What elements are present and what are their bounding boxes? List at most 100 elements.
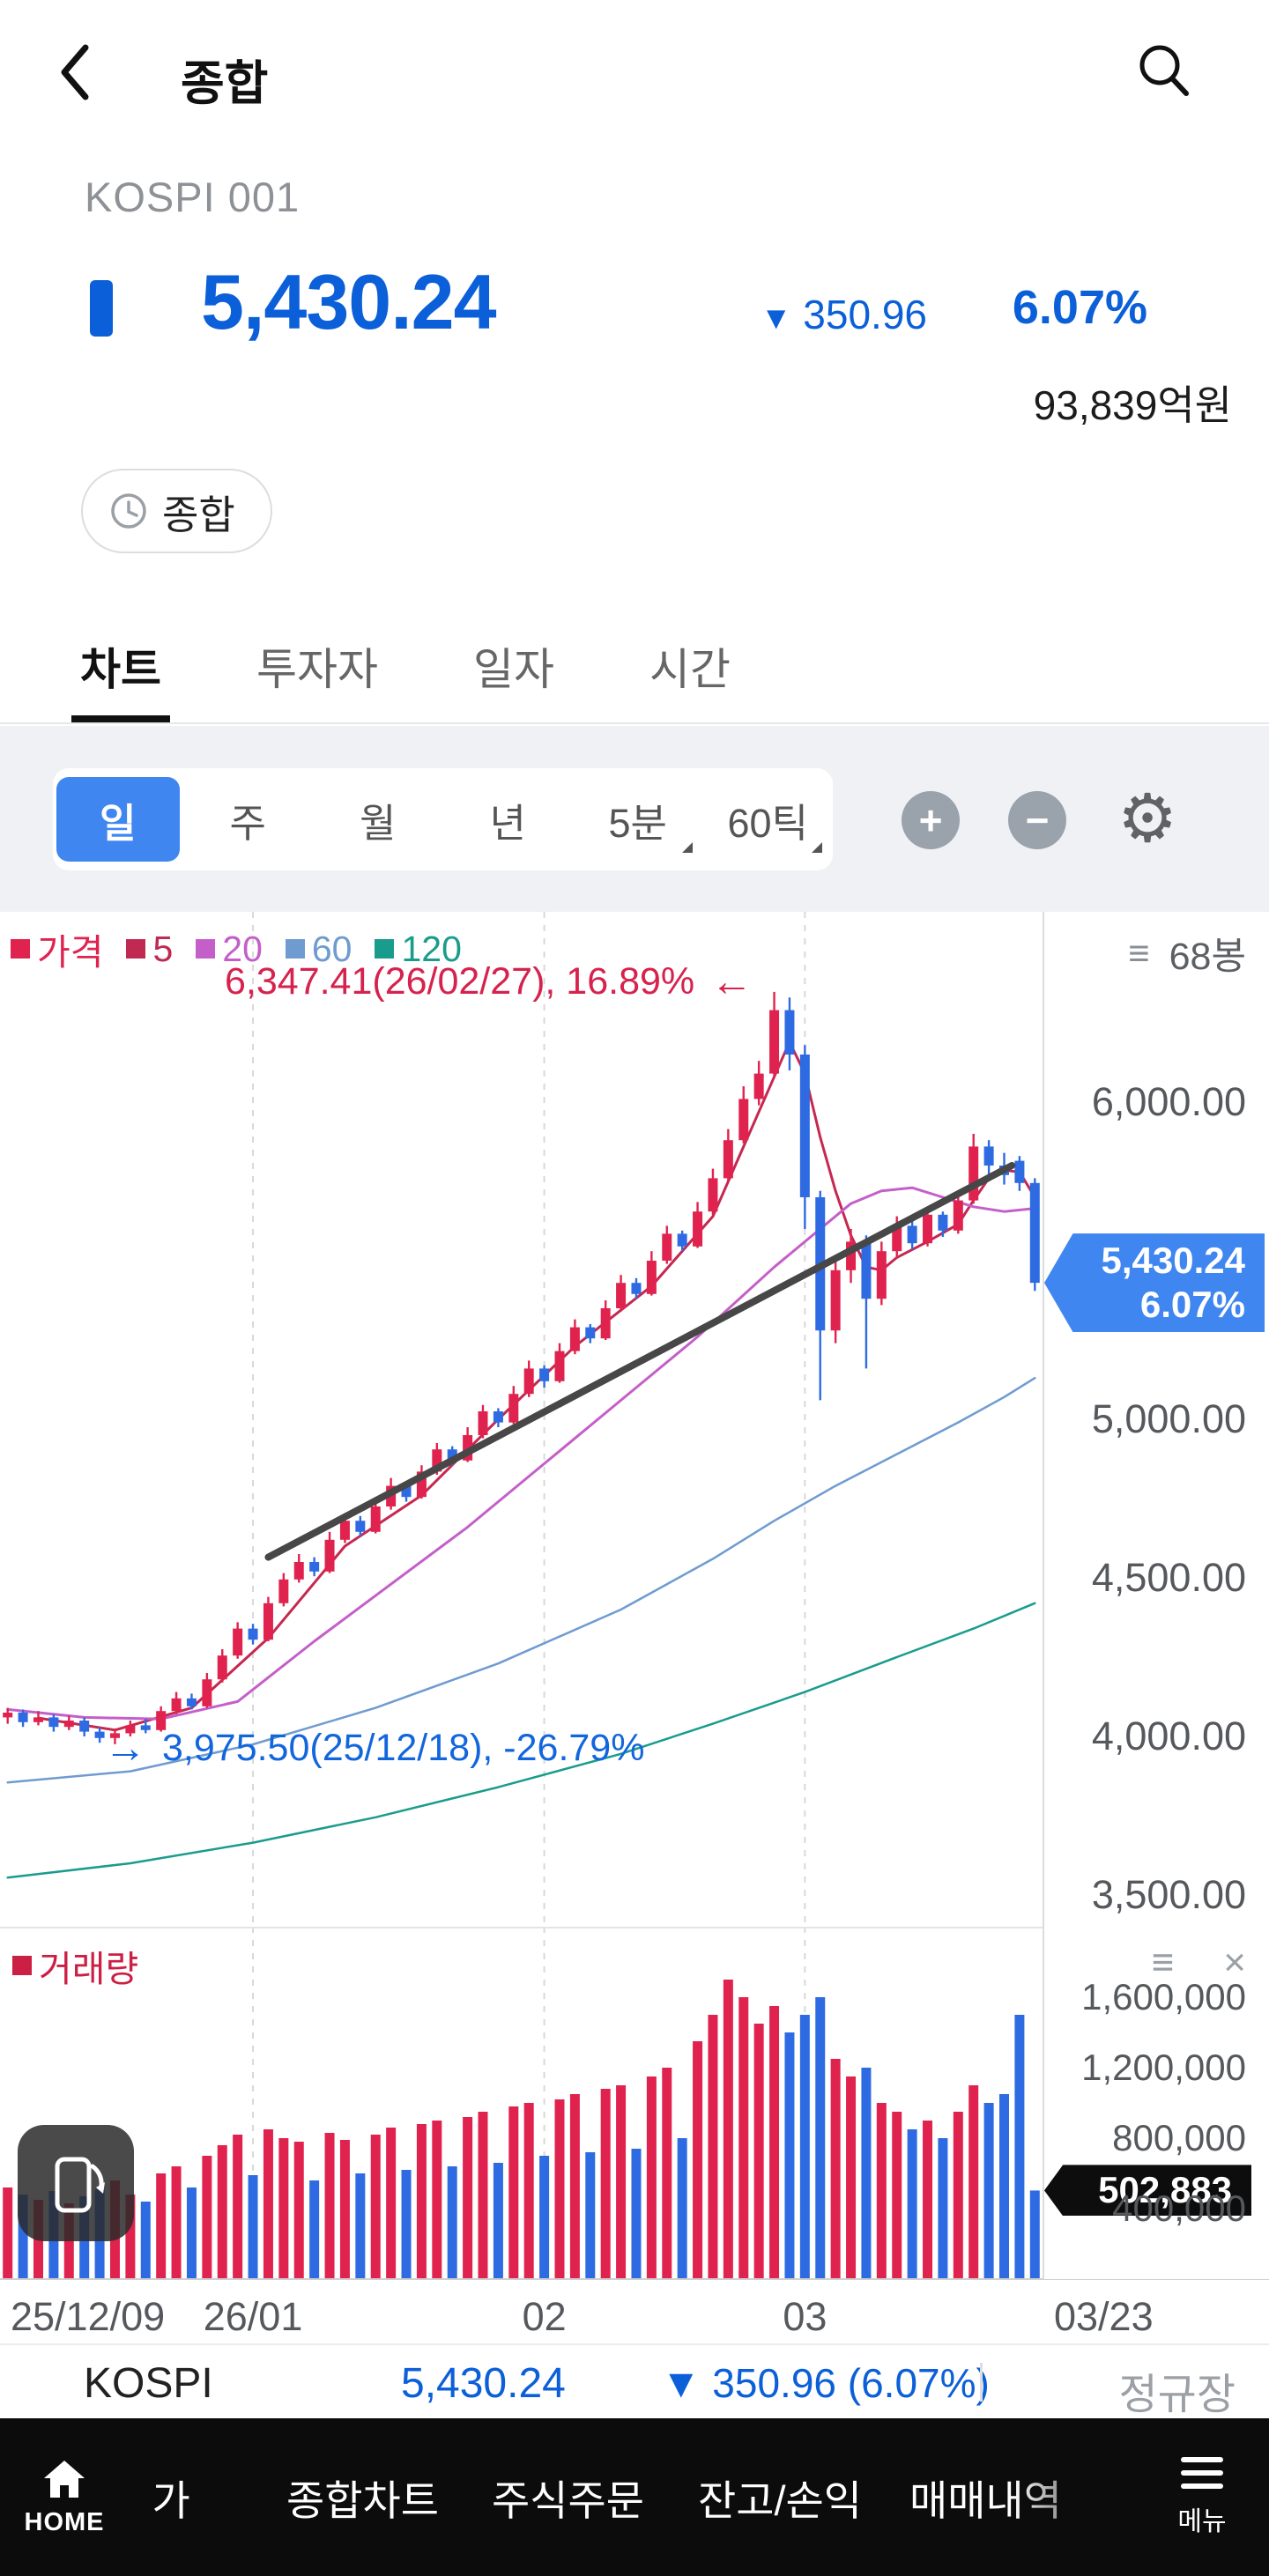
volume-legend-swatch	[12, 1956, 32, 1975]
y-axis-label: 6,000.00	[1091, 1079, 1246, 1124]
legend-swatch	[285, 939, 305, 959]
hamburger-icon	[1181, 2456, 1223, 2489]
nav-item-trade-history[interactable]: 매매내역	[909, 2418, 1062, 2576]
status-index-change: ▼ 350.96 (6.07%)	[661, 2360, 990, 2406]
gear-icon[interactable]: ⚙	[1117, 781, 1178, 856]
x-axis-labels: 25/12/09 26/01 02 03 03/23	[0, 2289, 1269, 2340]
x-axis-label: 02	[522, 2294, 567, 2339]
bars-count: ≡ 68봉	[1128, 932, 1246, 978]
period-month[interactable]: 월	[360, 800, 397, 846]
search-icon[interactable]	[1135, 37, 1191, 104]
index-status-bar: KOSPI 5,430.24 ▼ 350.96 (6.07%) 정규장	[0, 2343, 1269, 2418]
price-change: ▼ 350.96	[760, 292, 927, 337]
market-session-label: 정규장	[1118, 2372, 1236, 2418]
nav-item-label: 주식주문	[492, 2477, 644, 2524]
volume-svg	[3, 1927, 1040, 2279]
volume-axis-label: 800,000	[1112, 2117, 1246, 2158]
legend-swatch	[375, 939, 395, 959]
y-axis-label: 3,500.00	[1091, 1872, 1246, 1917]
volume-axis-label: 400,000	[1112, 2187, 1246, 2229]
tab-daily[interactable]: 일자	[473, 645, 554, 694]
current-volume-tag: 502,883	[1044, 2165, 1251, 2217]
current-price: 5,430.24	[201, 258, 497, 345]
y-axis-label: 5,000.00	[1091, 1396, 1246, 1441]
legend-item-60: 60	[285, 928, 352, 970]
low-annotation: → 3,975.50(25/12/18), -26.79%	[104, 1725, 645, 1772]
legend-swatch	[126, 939, 146, 959]
legend-label: 60	[311, 928, 352, 969]
right-arrow-icon: →	[104, 1725, 146, 1772]
y-axis-label: 4,500.00	[1091, 1555, 1246, 1600]
volume-axis-icons: ≡ ×	[1152, 1941, 1246, 1985]
legend-label: 120	[401, 928, 462, 969]
nav-item-balance-pnl[interactable]: 잔고/손익	[698, 2418, 862, 2576]
period-year[interactable]: 년	[489, 800, 526, 846]
legend-item-120: 120	[375, 928, 462, 970]
legend-label: 20	[222, 928, 263, 969]
nav-item-label: 현재가	[150, 2477, 190, 2524]
nav-item-current-price[interactable]: 현재가	[150, 2418, 204, 2576]
back-icon[interactable]	[48, 37, 101, 107]
pill-label: 종합	[162, 492, 235, 537]
price-axis[interactable]: ≡ 68봉 5,430.24 6.07% ≡ × 502,883 6,000.0…	[1043, 912, 1269, 2279]
chart-baseline	[0, 2278, 1269, 2280]
period-week[interactable]: 주	[229, 800, 266, 846]
volume-axis-label: 1,200,000	[1081, 2047, 1246, 2088]
rotate-phone-icon	[55, 2157, 105, 2213]
legend-label: 5	[152, 928, 174, 969]
volume-chart[interactable]: 거래량	[0, 1927, 1043, 2279]
x-axis-label: 25/12/09	[11, 2294, 166, 2339]
index-code-label: KOSPI 001	[85, 174, 301, 220]
clock-icon	[111, 493, 146, 529]
left-arrow-icon: ←	[710, 959, 753, 1005]
trading-amount: 93,839억원	[1033, 382, 1232, 428]
current-price-tag: 5,430.24 6.07%	[1044, 1233, 1265, 1333]
volume-close-icon[interactable]: ×	[1223, 1941, 1246, 1984]
tab-time[interactable]: 시간	[649, 645, 731, 694]
legend-swatch	[11, 939, 30, 959]
period-60tick[interactable]: 60틱	[707, 777, 830, 862]
page-title: 종합	[181, 57, 269, 110]
price-change-pct: 6.07%	[1012, 281, 1147, 334]
y-axis-label: 4,000.00	[1091, 1714, 1246, 1758]
x-axis-label: 03/23	[1054, 2294, 1154, 2339]
rotate-screen-button[interactable]	[18, 2125, 134, 2241]
zoom-out-button[interactable]: −	[1008, 791, 1066, 849]
period-5min[interactable]: 5분	[576, 777, 700, 862]
period-selector: 일 주 월 년 5분 60틱	[53, 768, 833, 870]
tab-chart[interactable]: 차트	[71, 610, 170, 722]
ma-legend: 가격 5 20 60 120	[11, 922, 462, 975]
legend-item-가격: 가격	[11, 922, 103, 975]
down-triangle-icon: ▼	[760, 300, 792, 336]
legend-item-20: 20	[196, 929, 263, 970]
candlestick-chart[interactable]: 가격 5 20 60 120 6,347.41(26/02/27), 16.89% ← …	[0, 912, 1043, 1927]
volume-legend: 거래량	[12, 1939, 138, 1992]
zoom-in-button[interactable]: +	[902, 791, 960, 849]
legend-item-5: 5	[126, 929, 173, 970]
nav-item-label: 매매내역	[909, 2477, 1062, 2524]
nav-item-label: 종합차트	[286, 2477, 439, 2524]
volume-axis-label: 1,600,000	[1081, 1976, 1246, 2017]
home-icon	[44, 2461, 85, 2498]
axis-menu-icon[interactable]: ≡	[1128, 932, 1150, 973]
candlestick-svg	[3, 912, 1040, 1927]
chart-toolbar: 일 주 월 년 5분 60틱 + − ⚙	[0, 726, 1269, 912]
legend-label: 가격	[37, 932, 104, 973]
volume-menu-icon[interactable]: ≡	[1151, 1941, 1175, 1984]
status-index-name: KOSPI	[84, 2360, 213, 2407]
price-bar-icon	[90, 280, 113, 337]
tab-bar: 차트 투자자 일자 시간	[0, 610, 1269, 724]
nav-menu-button[interactable]: 메뉴	[1158, 2418, 1246, 2576]
nav-item-stock-order[interactable]: 주식주문	[492, 2418, 644, 2576]
composite-pill-button[interactable]: 종합	[81, 469, 272, 553]
nav-item-composite-chart[interactable]: 종합차트	[286, 2418, 439, 2576]
legend-swatch	[196, 939, 216, 959]
tab-investor[interactable]: 투자자	[256, 645, 378, 694]
x-axis-label: 26/01	[203, 2294, 303, 2339]
nav-home-button[interactable]: HOME	[16, 2418, 113, 2576]
period-day[interactable]: 일	[56, 777, 180, 862]
x-axis-label: 03	[783, 2294, 827, 2339]
status-index-price: 5,430.24	[401, 2360, 566, 2407]
nav-item-label: 잔고/손익	[698, 2477, 863, 2524]
